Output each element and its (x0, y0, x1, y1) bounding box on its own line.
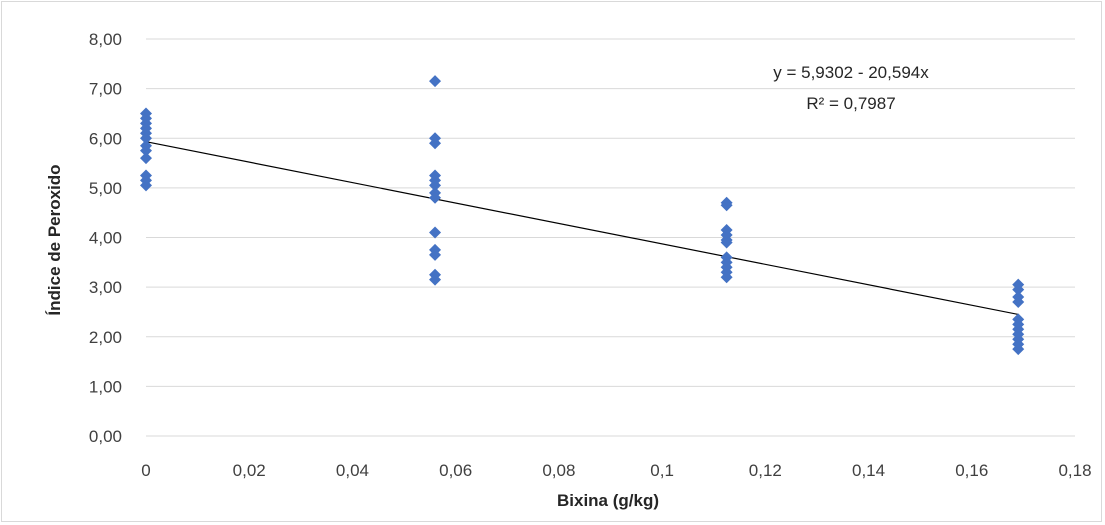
data-point (1012, 296, 1025, 309)
x-axis-title: Bixina (g/kg) (557, 491, 659, 510)
x-tick-label: 0,02 (233, 461, 266, 480)
data-point (140, 179, 152, 192)
y-tick-label: 2,00 (89, 328, 122, 347)
y-tick-label: 7,00 (89, 80, 122, 99)
y-axis-title: Índice de Peroxido (45, 164, 64, 315)
trendline-r2: R² = 0,7987 (806, 94, 895, 113)
data-point (429, 179, 442, 192)
data-point (720, 199, 733, 212)
data-point (140, 144, 152, 157)
data-point (1012, 343, 1025, 356)
data-point (140, 132, 152, 145)
y-tick-label: 5,00 (89, 179, 122, 198)
y-tick-label: 3,00 (89, 278, 122, 297)
trendline (145, 141, 1019, 316)
x-tick-labels: 0 0,02 0,04 0,06 0,08 0,1 0,12 0,14 0,16 0,18 (141, 461, 1091, 480)
data-point (1012, 283, 1025, 296)
data-point (429, 226, 442, 239)
data-point (429, 191, 442, 204)
trendline-equation: y = 5,9302 - 20,594x (773, 63, 929, 82)
x-tick-label: 0,12 (749, 461, 782, 480)
data-point (720, 271, 733, 284)
gridlines (146, 38, 1075, 437)
y-tick-label: 1,00 (89, 377, 122, 396)
data-points (140, 75, 1025, 356)
data-point (429, 137, 442, 150)
x-tick-label: 0,1 (650, 461, 674, 480)
x-tick-label: 0,18 (1058, 461, 1091, 480)
x-tick-label: 0,14 (852, 461, 885, 480)
x-tick-label: 0,16 (955, 461, 988, 480)
data-point (429, 248, 442, 261)
x-tick-label: 0,08 (542, 461, 575, 480)
data-point (720, 236, 733, 249)
x-tick-label: 0,04 (336, 461, 369, 480)
y-tick-label: 0,00 (89, 427, 122, 446)
trendline-group (145, 141, 1019, 316)
x-tick-label: 0 (141, 461, 150, 480)
data-point (429, 273, 442, 286)
y-tick-label: 4,00 (89, 229, 122, 248)
data-point (140, 152, 152, 165)
y-tick-labels: 0,00 1,00 2,00 3,00 4,00 5,00 6,00 7,00 8,00 (89, 30, 122, 446)
y-tick-label: 8,00 (89, 30, 122, 49)
x-tick-label: 0,06 (439, 461, 472, 480)
data-point (429, 75, 442, 88)
y-tick-label: 6,00 (89, 129, 122, 148)
